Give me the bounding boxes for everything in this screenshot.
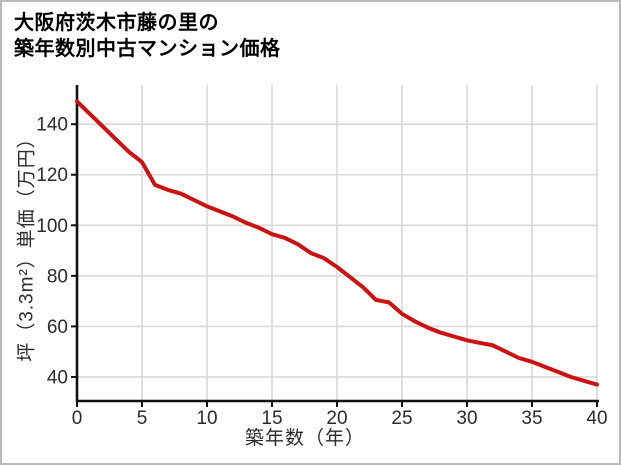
y-tick-label: 140	[36, 115, 68, 136]
y-tick-label: 120	[36, 165, 68, 186]
x-tick-label: 5	[137, 408, 148, 429]
price-line	[75, 99, 599, 387]
x-tick-label: 0	[72, 408, 83, 429]
y-tick-label: 60	[47, 317, 68, 338]
x-tick-label: 30	[456, 408, 477, 429]
axis-ticks: 0 5 10 15 20 25 30 35 40 40 60 80 100 120 140	[36, 115, 607, 429]
chart-title-line1: 大阪府茨木市藤の里の	[14, 12, 219, 34]
chart-title: 大阪府茨木市藤の里の 築年数別中古マンション価格	[14, 10, 281, 62]
x-tick-label: 15	[261, 408, 282, 429]
gridlines	[77, 85, 598, 401]
x-tick-label: 40	[586, 408, 607, 429]
x-tick-label: 10	[196, 408, 217, 429]
x-tick-label: 25	[391, 408, 412, 429]
chart-title-line2: 築年数別中古マンション価格	[14, 38, 281, 60]
y-tick-label: 80	[47, 266, 68, 287]
y-tick-label: 40	[47, 367, 68, 388]
y-axis-label: 坪（3.3m²）単価（万円）	[16, 128, 38, 362]
x-tick-label: 35	[521, 408, 542, 429]
x-axis-label: 築年数（年）	[244, 428, 366, 449]
y-tick-label: 100	[36, 216, 68, 237]
x-tick-label: 20	[326, 408, 347, 429]
